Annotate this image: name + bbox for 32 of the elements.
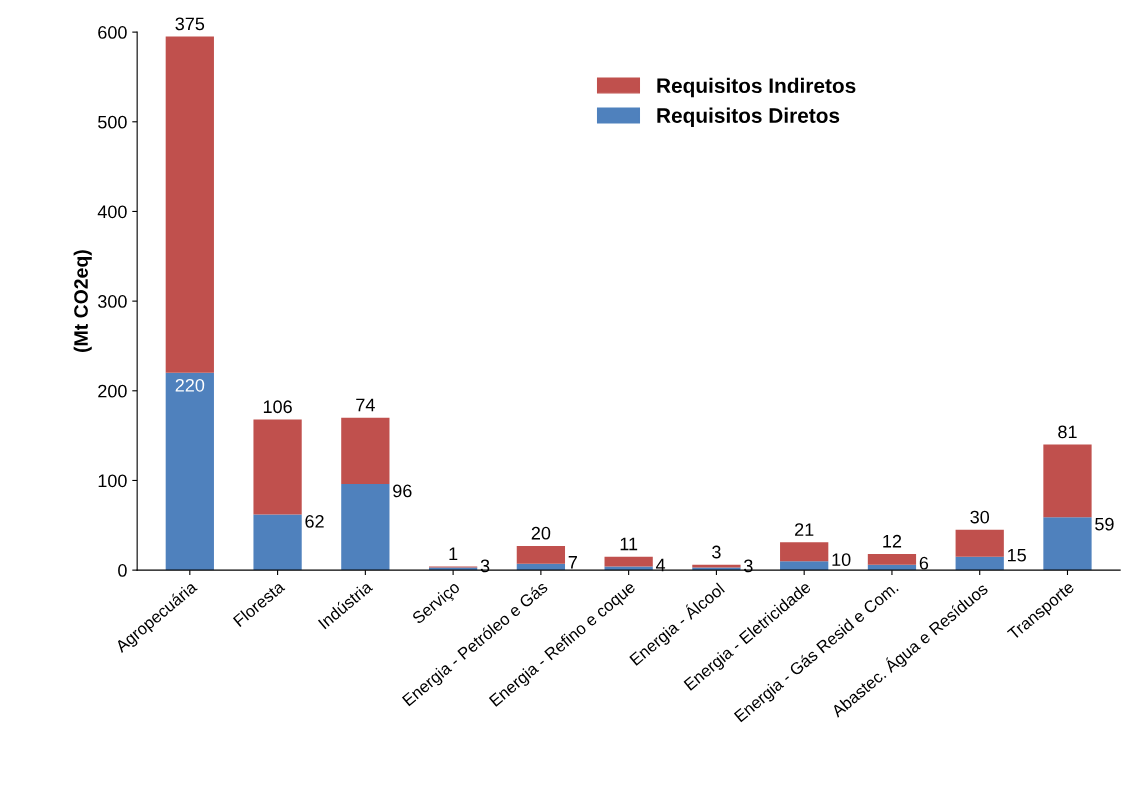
- data-label: 21: [795, 523, 814, 536]
- y-tick-label: 200: [98, 384, 127, 398]
- data-label: 74: [356, 398, 375, 412]
- legend-label: Requisitos Diretos: [657, 107, 840, 128]
- data-label: 6: [919, 556, 929, 570]
- data-label: 3: [744, 559, 753, 573]
- data-label: 96: [393, 484, 412, 498]
- data-label: 20: [531, 526, 551, 540]
- data-label: 375: [175, 17, 205, 31]
- y-axis-title: (Mt CO2eq): [73, 250, 92, 352]
- y-tick-label: 100: [98, 474, 127, 488]
- y-tick-label: 500: [98, 115, 127, 129]
- data-label: 59: [1095, 517, 1114, 531]
- data-label: 30: [970, 510, 990, 524]
- data-label: 10: [832, 553, 851, 567]
- data-label: 62: [305, 515, 324, 528]
- y-tick-label: 400: [97, 205, 127, 219]
- data-label: 81: [1058, 425, 1077, 439]
- data-label: 11: [620, 537, 638, 551]
- y-tick-label: 0: [118, 564, 127, 577]
- data-label: 1: [449, 547, 458, 561]
- data-label: 106: [263, 400, 292, 414]
- legend-label: Requisitos Indiretos: [657, 77, 856, 98]
- data-label: 220: [175, 378, 205, 392]
- data-label: 12: [883, 534, 902, 548]
- data-label: 15: [1008, 548, 1026, 562]
- data-label: 3: [712, 545, 721, 559]
- data-label: 7: [568, 556, 577, 569]
- data-label: 4: [655, 558, 666, 572]
- y-tick-label: 300: [98, 295, 127, 308]
- data-label: 3: [480, 559, 490, 573]
- y-tick-label: 600: [98, 26, 127, 39]
